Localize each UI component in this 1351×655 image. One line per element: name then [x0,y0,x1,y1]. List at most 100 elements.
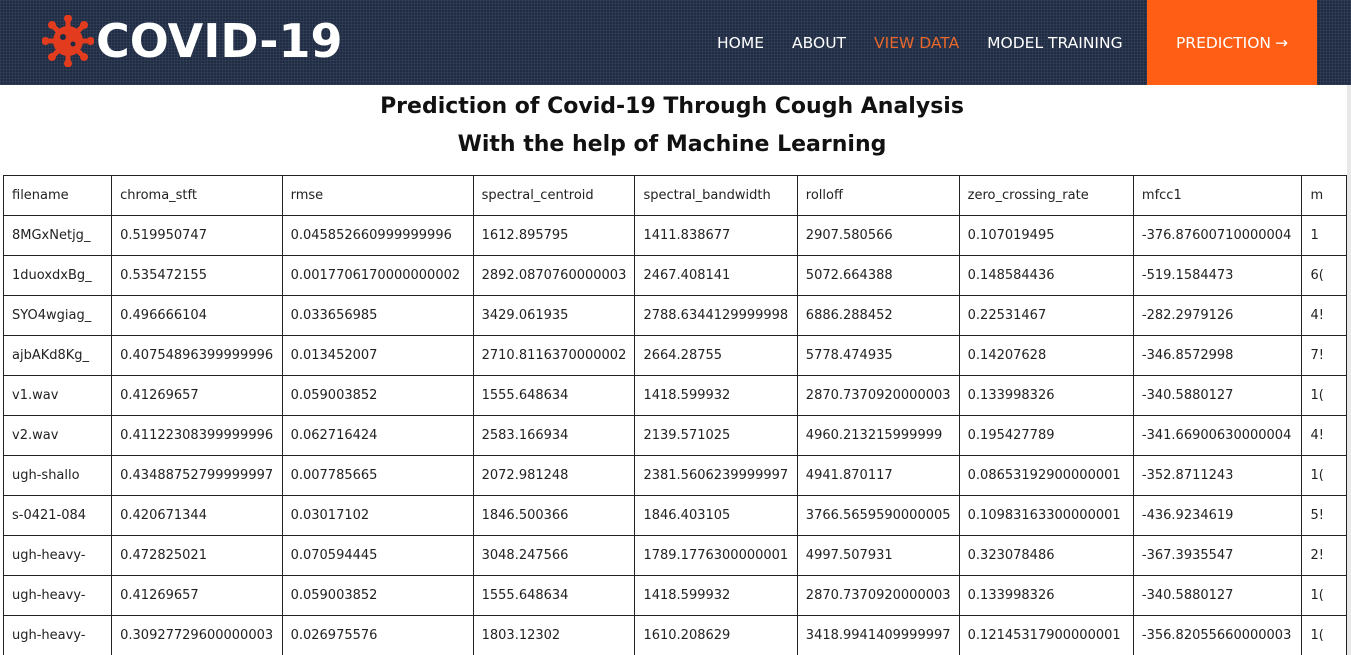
table-cell: 2870.7370920000003 [796,575,960,616]
table-cell: 0.10983163300000001 [958,495,1134,536]
table-row: ugh-heavy- 0.41269657 0.059003852 1555.6486… [3,575,1347,616]
table-cell: ugh-shallo [3,455,113,496]
table-cell: 3429.061935 [472,295,636,336]
table-cell: 1411.838677 [634,215,798,256]
table-row: v2.wav 0.41122308399999996 0.062716424 2583… [3,415,1347,456]
table-row: ugh-shallo 0.43488752799999997 0.007785665… [3,455,1347,496]
table-cell: 0.026975576 [281,615,474,655]
table-cell: 1( [1301,615,1347,655]
table-cell: 0.323078486 [958,535,1134,576]
table-cell: 0.43488752799999997 [111,455,283,496]
table-cell: 1789.1776300000001 [634,535,798,576]
table-cell: 2892.0870760000003 [472,255,636,296]
table-cell: 1( [1301,455,1347,496]
table-cell: 0.30927729600000003 [111,615,283,655]
table-cell: -519.1584473 [1132,255,1303,296]
table-cell: 6( [1301,255,1347,296]
table-cell: v1.wav [3,375,113,416]
table-row: ugh-heavy- 0.30927729600000003 0.026975576… [3,615,1347,655]
table-cell: -340.5880127 [1132,575,1303,616]
table-cell: -376.87600710000004 [1132,215,1303,256]
table-cell: 0.535472155 [111,255,283,296]
table-cell: 3048.247566 [472,535,636,576]
table-cell: 4997.507931 [796,535,960,576]
virus-icon [42,15,94,67]
table-cell: 4! [1301,415,1347,456]
table-cell: 1846.403105 [634,495,798,536]
table-cell: 4! [1301,295,1347,336]
table-cell: 1610.208629 [634,615,798,655]
nav-link-home[interactable]: HOME [717,33,765,52]
table-cell: -436.9234619 [1132,495,1303,536]
table-cell: 2907.580566 [796,215,960,256]
table-cell: -340.5880127 [1132,375,1303,416]
table-cell: 0.059003852 [281,375,474,416]
table-cell: 1612.895795 [472,215,636,256]
table-cell: 0.519950747 [111,215,283,256]
table-cell: ugh-heavy- [3,535,113,576]
nav-link-model-training[interactable]: MODEL TRAINING [987,33,1123,52]
table-cell: 1duoxdxBg_ [3,255,113,296]
table-cell: 0.420671344 [111,495,283,536]
column-header: mfcc1 [1132,175,1303,216]
table-cell: -352.8711243 [1132,455,1303,496]
table-cell: 6886.288452 [796,295,960,336]
table-cell: 0.013452007 [281,335,474,376]
table-header-row: filename chroma_stft rmse spectral_centroid… [3,175,1347,216]
column-header: rolloff [796,175,960,216]
data-table-container[interactable]: filename chroma_stft rmse spectral_centroid… [3,175,1347,655]
column-header: filename [3,175,113,216]
table-cell: -341.66900630000004 [1132,415,1303,456]
table-row: ajbAKd8Kg_ 0.40754896399999996 0.013452007… [3,335,1347,376]
column-header: rmse [281,175,474,216]
table-cell: 0.070594445 [281,535,474,576]
top-navbar: COVID-19 HOME ABOUT VIEW DATA MODEL TRAININ… [0,0,1351,85]
prediction-button[interactable]: PREDICTION → [1147,0,1317,85]
table-cell: 5072.664388 [796,255,960,296]
table-cell: ugh-heavy- [3,615,113,655]
table-cell: 0.08653192900000001 [958,455,1134,496]
table-cell: 0.03017102 [281,495,474,536]
table-cell: 5778.474935 [796,335,960,376]
prediction-label: PREDICTION [1175,33,1272,52]
table-cell: v2.wav [3,415,113,456]
table-cell: -367.3935547 [1132,535,1303,576]
vertical-scrollbar[interactable] [1347,85,1351,655]
table-cell: 2710.8116370000002 [472,335,636,376]
table-cell: 0.496666104 [111,295,283,336]
table-cell: -356.82055660000003 [1132,615,1303,655]
table-cell: 2139.571025 [634,415,798,456]
column-header: chroma_stft [111,175,283,216]
table-cell: 1418.599932 [634,575,798,616]
nav-link-about[interactable]: ABOUT [792,33,847,52]
table-cell: 0.41269657 [111,375,283,416]
table-cell: 0.12145317900000001 [958,615,1134,655]
table-cell: -282.2979126 [1132,295,1303,336]
table-cell: 2381.5606239999997 [634,455,798,496]
table-cell: 1 [1301,215,1347,256]
table-cell: 0.41122308399999996 [111,415,283,456]
table-cell: 8MGxNetjg_ [3,215,113,256]
nav-link-view-data[interactable]: VIEW DATA [874,33,960,52]
table-cell: 3418.9941409999997 [796,615,960,655]
column-header: m [1301,175,1347,216]
column-header: zero_crossing_rate [958,175,1134,216]
arrow-right-icon: → [1275,33,1289,52]
column-header: spectral_bandwidth [634,175,798,216]
table-cell: 1( [1301,575,1347,616]
table-cell: -346.8572998 [1132,335,1303,376]
table-cell: 2072.981248 [472,455,636,496]
table-row: ugh-heavy- 0.472825021 0.070594445 3048.247… [3,535,1347,576]
brand-logo[interactable]: COVID-19 [42,6,343,76]
table-cell: 4960.213215999999 [796,415,960,456]
table-cell: 1803.12302 [472,615,636,655]
table-cell: 1418.599932 [634,375,798,416]
table-cell: 0.062716424 [281,415,474,456]
table-row: 8MGxNetjg_ 0.519950747 0.04585266099999999… [3,215,1347,256]
brand-title: COVID-19 [96,14,343,68]
data-table: filename chroma_stft rmse spectral_centroid… [3,175,1347,655]
table-cell: 0.045852660999999996 [281,215,474,256]
nav-menu: HOME ABOUT VIEW DATA MODEL TRAINING [700,0,1151,85]
table-cell: 0.195427789 [958,415,1134,456]
table-cell: ajbAKd8Kg_ [3,335,113,376]
